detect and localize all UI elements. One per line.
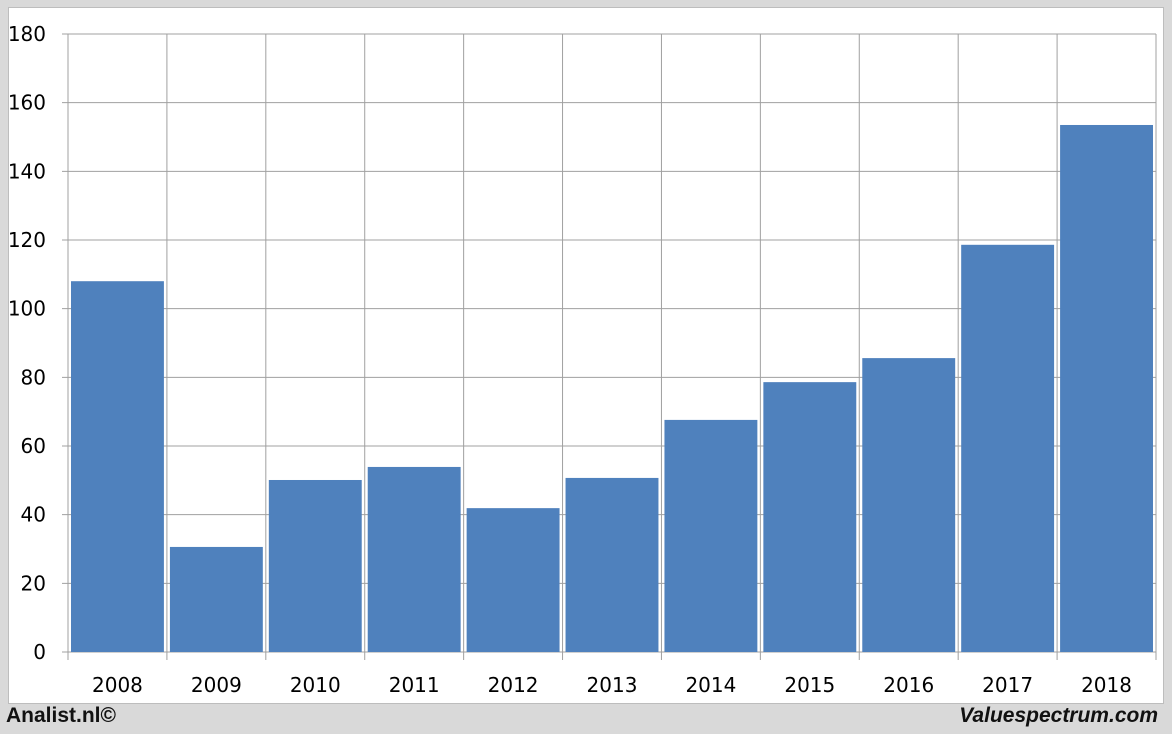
y-tick-label: 80: [21, 365, 46, 389]
bar-2018: [1060, 124, 1153, 652]
x-tick-label: 2012: [488, 673, 539, 697]
bar-2013: [565, 477, 659, 652]
y-tick-label: 120: [8, 228, 46, 252]
x-tick-label: 2013: [587, 673, 638, 697]
x-tick-label: 2008: [92, 673, 143, 697]
y-tick-label: 100: [8, 297, 46, 321]
y-tick-label: 60: [21, 434, 46, 458]
bar-2016: [862, 358, 956, 652]
y-tick-label: 40: [21, 503, 46, 527]
valuespectrum-credit: Valuespectrum.com: [959, 704, 1158, 727]
bar-2017: [961, 244, 1055, 652]
x-tick-label: 2009: [191, 673, 242, 697]
analist-credit: Analist.nl©: [6, 704, 116, 727]
x-tick-label: 2011: [389, 673, 440, 697]
bar-2008: [71, 281, 164, 652]
y-tick-label: 180: [8, 22, 46, 46]
bar-2009: [169, 546, 263, 652]
bar-2015: [763, 382, 857, 652]
x-tick-label: 2014: [685, 673, 736, 697]
y-tick-label: 160: [8, 91, 46, 115]
bar-2010: [268, 479, 362, 652]
x-tick-label: 2015: [784, 673, 835, 697]
bar-2012: [466, 508, 560, 652]
y-tick-label: 140: [8, 159, 46, 183]
bar-2011: [367, 466, 461, 652]
x-tick-label: 2017: [982, 673, 1033, 697]
y-tick-label: 20: [21, 571, 46, 595]
x-tick-label: 2010: [290, 673, 341, 697]
x-tick-label: 2016: [883, 673, 934, 697]
bar-2014: [664, 419, 758, 652]
x-tick-label: 2018: [1081, 673, 1132, 697]
y-tick-label: 0: [33, 640, 46, 664]
